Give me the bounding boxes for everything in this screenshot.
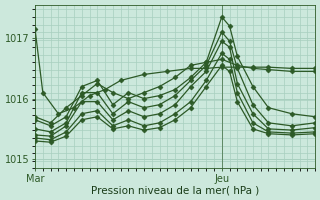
X-axis label: Pression niveau de la mer( hPa ): Pression niveau de la mer( hPa ): [91, 185, 259, 195]
